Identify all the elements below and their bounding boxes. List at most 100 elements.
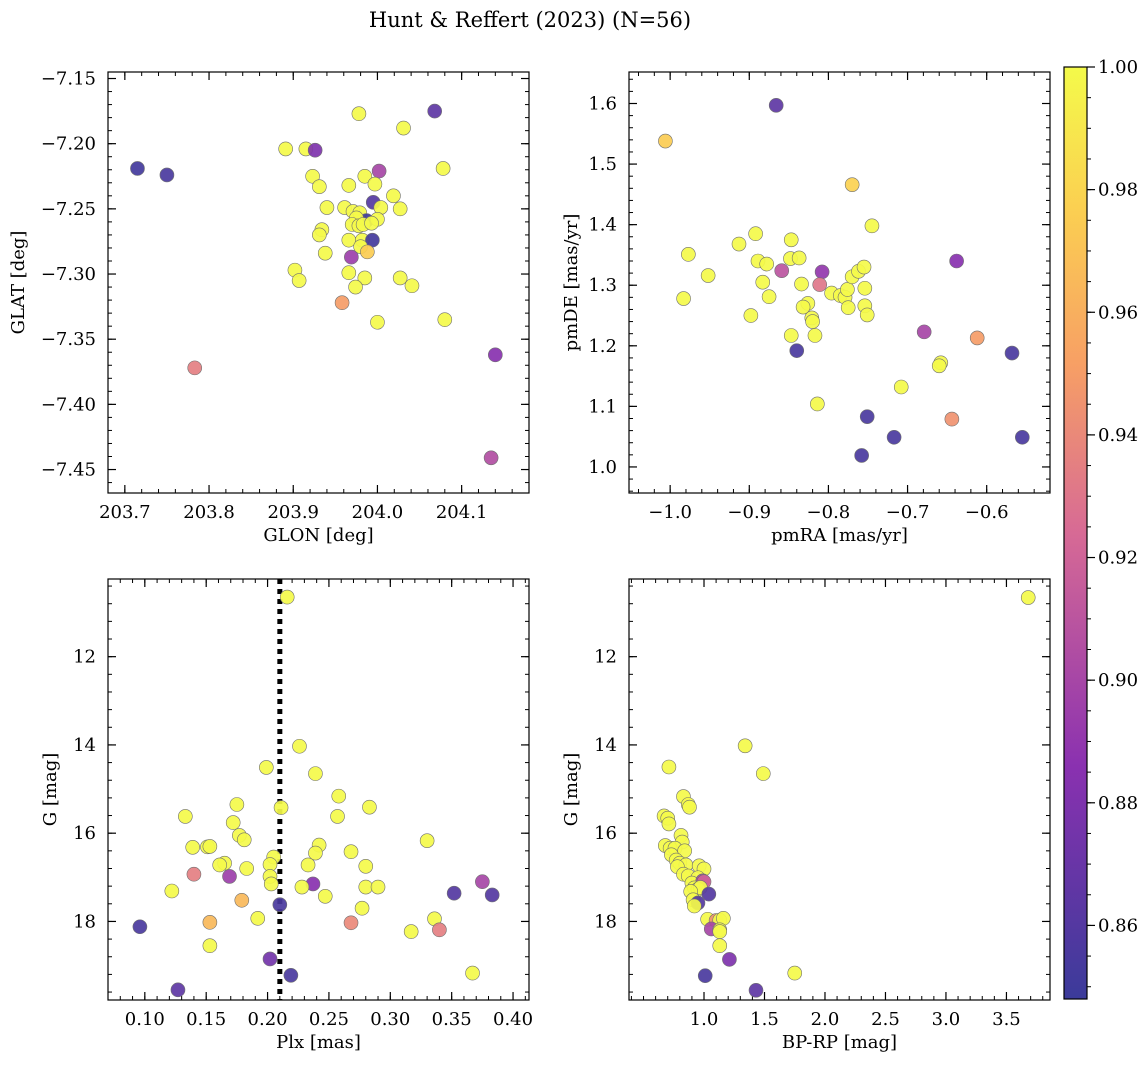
data-point xyxy=(437,312,453,327)
data-point xyxy=(263,876,279,892)
data-point xyxy=(307,142,323,158)
data-point xyxy=(330,809,345,824)
data-point xyxy=(812,277,828,292)
data-point xyxy=(331,788,347,804)
y-tick-label: 16 xyxy=(73,823,96,844)
data-point xyxy=(969,330,985,346)
data-point xyxy=(317,245,333,261)
data-point xyxy=(419,833,435,848)
y-tick-label: −7.40 xyxy=(41,394,96,415)
data-point xyxy=(170,982,186,998)
data-point xyxy=(731,236,747,252)
data-point xyxy=(250,911,266,926)
y-tick-label: 1.4 xyxy=(588,215,617,236)
axis-ticks xyxy=(107,72,530,493)
x-tick-label: 203.7 xyxy=(99,502,151,523)
data-point xyxy=(432,922,447,938)
data-point xyxy=(658,133,673,149)
y-tick-label: 1.5 xyxy=(588,154,617,175)
data-point xyxy=(1004,345,1020,361)
scatter-points xyxy=(658,98,1030,463)
data-point xyxy=(465,965,480,981)
x-axis-label: pmRA [mas/yr] xyxy=(771,525,908,546)
x-tick-label: 0.20 xyxy=(248,1009,288,1030)
x-tick-label: 3.5 xyxy=(992,1009,1021,1030)
data-point xyxy=(236,832,252,848)
y-tick-label: −7.15 xyxy=(41,69,96,90)
data-point xyxy=(475,874,490,890)
colorbar-tick-label: 0.98 xyxy=(1098,180,1138,201)
data-point xyxy=(783,328,799,343)
data-point xyxy=(344,249,359,265)
data-point xyxy=(357,270,373,286)
data-point xyxy=(768,98,784,113)
data-point xyxy=(748,226,763,242)
data-point xyxy=(164,883,180,899)
data-point xyxy=(305,168,320,184)
y-tick-label: −7.45 xyxy=(41,460,96,481)
axis-ticks xyxy=(629,72,1051,493)
data-point xyxy=(283,967,299,983)
data-point xyxy=(859,307,875,323)
data-point xyxy=(661,816,677,832)
panel-cmd: 1.0 1.5 2.0 2.5 3.0 3.5 12 14 16 18 BP-RP [mag] G [… xyxy=(561,578,1051,1053)
data-point xyxy=(187,360,203,376)
data-point xyxy=(364,215,379,231)
data-point xyxy=(488,347,503,363)
colorbar-tick-label: 0.94 xyxy=(1098,425,1138,446)
x-tick-label: 2.0 xyxy=(811,1009,840,1030)
y-tick-label: 18 xyxy=(594,911,617,932)
data-point xyxy=(791,250,807,266)
y-tick-label: 16 xyxy=(594,823,617,844)
data-point xyxy=(312,227,327,243)
data-point xyxy=(392,201,408,217)
x-tick-label: 0.30 xyxy=(370,1009,410,1030)
data-point xyxy=(700,268,716,283)
x-tick-label: −0.9 xyxy=(727,502,771,523)
scatter-points xyxy=(130,103,503,466)
plot-frame xyxy=(107,71,530,494)
colorbar: 0.86 0.88 0.90 0.92 0.94 0.96 0.98 1.00 xyxy=(1063,57,1138,1000)
x-tick-label: 203.9 xyxy=(267,502,319,523)
data-point xyxy=(722,952,737,967)
data-point xyxy=(761,289,777,305)
data-point xyxy=(351,106,367,122)
data-point xyxy=(278,141,293,157)
data-point xyxy=(748,982,764,998)
axis-ticks xyxy=(629,579,1050,1000)
data-point xyxy=(712,924,728,939)
data-point xyxy=(300,857,316,873)
data-point xyxy=(759,256,774,272)
data-point xyxy=(396,120,411,136)
data-point xyxy=(292,738,307,754)
y-tick-label: 1.2 xyxy=(588,336,617,357)
data-point xyxy=(308,845,323,861)
data-point xyxy=(840,282,855,297)
y-axis-label: G [mag] xyxy=(561,753,582,826)
data-point xyxy=(857,280,873,296)
x-tick-label: 2.5 xyxy=(871,1009,900,1030)
data-point xyxy=(341,265,357,281)
y-axis-label: GLAT [deg] xyxy=(8,231,29,335)
x-tick-label: −1.0 xyxy=(648,502,692,523)
y-tick-label: 1.6 xyxy=(588,93,617,114)
data-point xyxy=(755,274,771,290)
data-point xyxy=(737,738,753,754)
data-point xyxy=(682,799,697,815)
y-axis-label: G [mag] xyxy=(40,753,61,826)
data-point xyxy=(225,815,241,830)
data-point xyxy=(807,328,823,343)
data-point xyxy=(676,291,691,306)
data-point xyxy=(789,343,805,358)
panel-plx: 0.10 0.15 0.20 0.25 0.30 0.35 0.40 12 14 16 18 Plx … xyxy=(40,578,533,1053)
data-point xyxy=(357,168,373,184)
data-point xyxy=(354,900,370,916)
panel-sky: 203.7 203.8 203.9 204.0 204.1 −7.15 −7.20 −7.25… xyxy=(8,69,530,546)
data-point xyxy=(484,887,500,903)
data-point xyxy=(859,409,875,424)
data-point xyxy=(446,885,462,901)
data-point xyxy=(291,273,307,288)
x-tick-label: 1.5 xyxy=(750,1009,779,1030)
data-point xyxy=(427,103,442,119)
